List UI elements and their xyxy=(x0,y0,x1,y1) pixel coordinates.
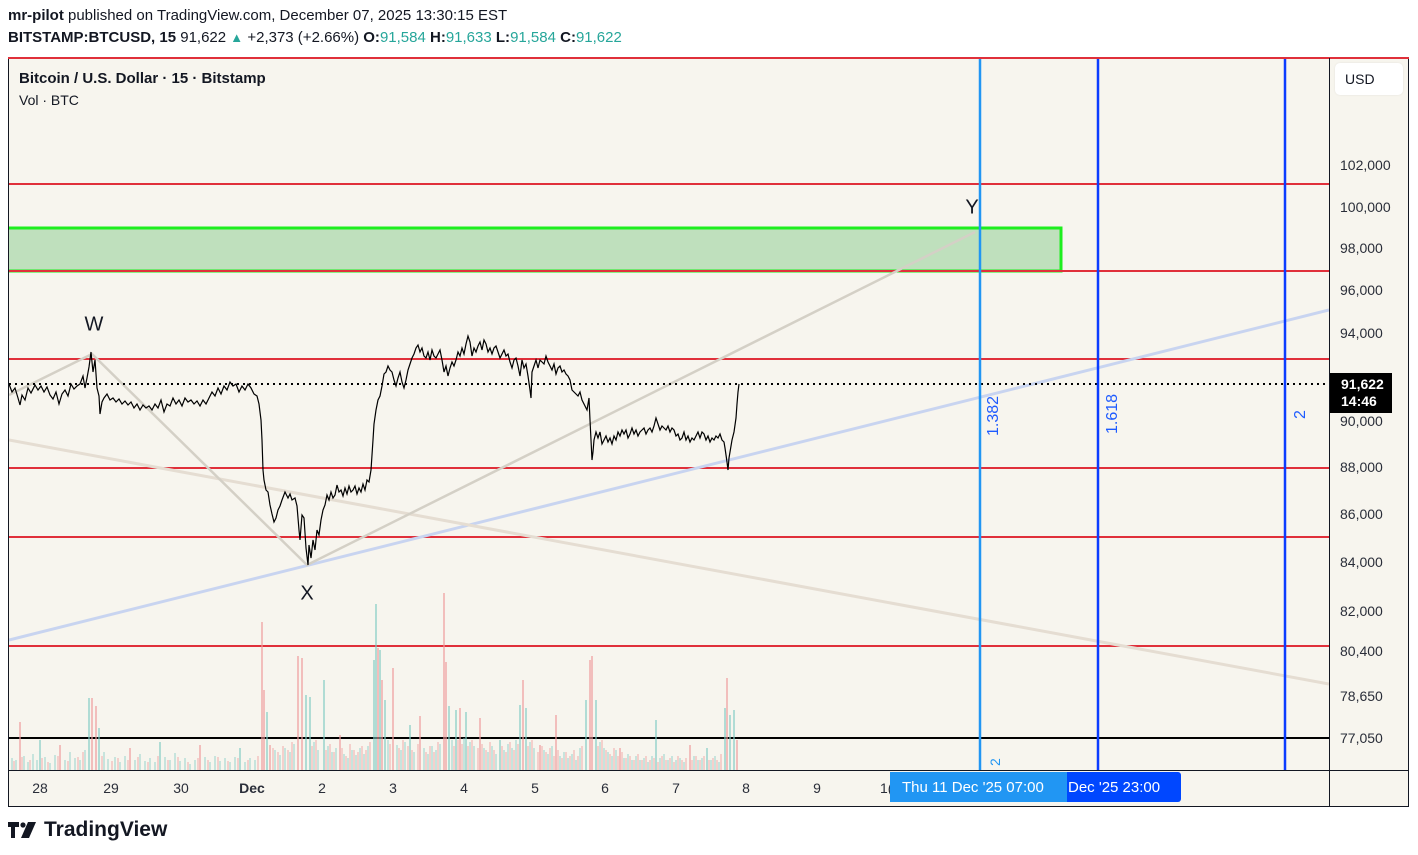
open-label: O: xyxy=(363,29,380,46)
time-tick-month: Dec xyxy=(239,780,265,796)
low-value: 91,584 xyxy=(510,29,556,46)
price-tick: 77,050 xyxy=(1340,730,1383,746)
triangle-up-icon: ▲ xyxy=(230,30,244,45)
symbol-name: BITSTAMP:BTCUSD, 15 xyxy=(8,29,177,46)
currency-button[interactable]: USD xyxy=(1335,63,1403,95)
close-value: 91,622 xyxy=(575,29,622,46)
time-highlight-1618: Dec '25 23:00 xyxy=(1067,772,1181,802)
last-price: 91,622 xyxy=(180,29,227,46)
time-tick: 3 xyxy=(389,780,397,796)
volume-histogram xyxy=(19,593,738,770)
wave-label-y: Y xyxy=(965,196,979,219)
time-tick: 2 xyxy=(318,780,326,796)
time-tick: 28 xyxy=(32,780,48,796)
symbol-info: BITSTAMP:BTCUSD, 15 91,622 ▲ +2,373 (+2.… xyxy=(8,29,622,46)
high-label: H: xyxy=(430,29,446,46)
price-axis[interactable] xyxy=(1329,58,1409,770)
price-tick: 102,000 xyxy=(1340,157,1391,173)
trendline-blue xyxy=(9,308,1329,642)
time-tick: 5 xyxy=(531,780,539,796)
open-value: 91,584 xyxy=(379,29,426,46)
time-tick: 8 xyxy=(742,780,750,796)
tradingview-logo[interactable]: TradingView xyxy=(8,818,167,842)
time-tick: 29 xyxy=(103,780,119,796)
price-tick: 86,000 xyxy=(1340,506,1383,522)
current-price-value: 91,622 xyxy=(1341,376,1384,392)
time-tick: 7 xyxy=(672,780,680,796)
price-tick: 96,000 xyxy=(1340,282,1383,298)
time-highlight-1382: Thu 11 Dec '25 07:00 xyxy=(890,772,1067,802)
chart-frame[interactable] xyxy=(8,57,1409,807)
price-tick: 84,000 xyxy=(1340,554,1383,570)
trendline-tan xyxy=(9,438,1329,686)
time-tick: 6 xyxy=(601,780,609,796)
price-tick: 82,000 xyxy=(1340,603,1383,619)
author-name[interactable]: mr-pilot xyxy=(8,7,64,24)
price-tick: 98,000 xyxy=(1340,240,1383,256)
bar-countdown: 14:46 xyxy=(1341,393,1377,409)
volume-noise xyxy=(11,738,722,770)
price-tick: 100,000 xyxy=(1340,199,1391,215)
chart-legend-title[interactable]: Bitcoin / U.S. Dollar · 15 · Bitstamp xyxy=(19,70,266,87)
low-label: L: xyxy=(495,29,511,46)
fib-label-1382: 1.382 xyxy=(985,395,1002,436)
fib-label-1618: 1.618 xyxy=(1104,393,1121,434)
axis-corner xyxy=(1329,770,1409,806)
price-tick: 78,650 xyxy=(1340,688,1383,704)
wave-label-w: W xyxy=(84,313,104,336)
price-tick: 80,400 xyxy=(1340,643,1383,659)
fib-label-bottom-2: 2 xyxy=(987,758,1003,766)
publish-info: mr-pilot published on TradingView.com, D… xyxy=(8,7,507,24)
tradingview-brand: TradingView xyxy=(44,818,168,841)
high-value: 91,633 xyxy=(445,29,492,46)
price-tick: 88,000 xyxy=(1340,459,1383,475)
wave-label-x: X xyxy=(300,582,314,605)
price-change: +2,373 (+2.66%) xyxy=(247,29,360,46)
price-tick: 90,000 xyxy=(1340,413,1383,429)
time-tick: 30 xyxy=(173,780,189,796)
wxy-path xyxy=(9,230,976,567)
horizontal-levels xyxy=(9,183,1329,647)
target-zone xyxy=(9,226,1063,273)
tradingview-logo-icon xyxy=(8,822,36,838)
top-level-line xyxy=(8,57,1409,59)
volume-legend[interactable]: Vol · BTC xyxy=(19,92,79,108)
price-tick: 94,000 xyxy=(1340,325,1383,341)
time-axis[interactable] xyxy=(9,770,1329,807)
time-tick-clipped: 1( xyxy=(880,780,893,796)
close-label: C: xyxy=(560,29,576,46)
published-text: published on TradingView.com, December 0… xyxy=(68,7,508,24)
fib-label-2: 2 xyxy=(1292,410,1309,419)
time-tick: 9 xyxy=(813,780,821,796)
price-line xyxy=(9,333,740,566)
current-price-tag: 91,622 14:46 xyxy=(1330,373,1392,413)
time-tick: 4 xyxy=(460,780,468,796)
